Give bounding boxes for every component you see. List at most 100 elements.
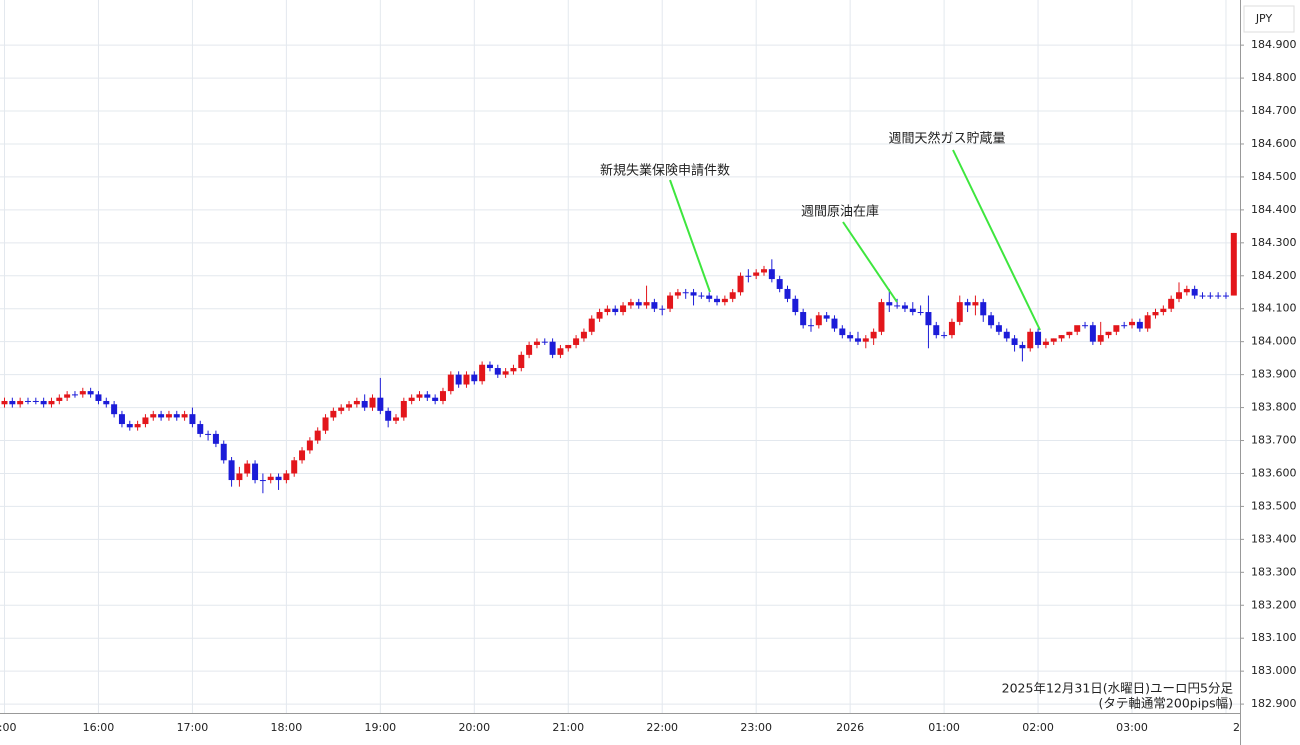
annotation-leader (669, 179, 711, 293)
candle-body (800, 312, 807, 326)
y-tick-label: 184.900 (1251, 38, 1297, 51)
candle-body (463, 374, 470, 385)
x-tick-label: 03:00 (1116, 721, 1148, 734)
candle-body (878, 302, 885, 332)
candle-body (306, 440, 313, 451)
candle-body (596, 312, 603, 319)
candle-body (580, 331, 587, 339)
candle-body (259, 480, 266, 482)
candle-body (1136, 321, 1143, 329)
candle-body (956, 302, 963, 322)
candle-body (165, 414, 172, 418)
candle-body (635, 302, 642, 306)
annotation-label: 新規失業保険申請件数 (600, 163, 730, 179)
candle-body (651, 302, 658, 309)
x-tick-label: :00 (0, 721, 17, 734)
candle-body (330, 410, 337, 418)
x-tick-label: 16:00 (83, 721, 115, 734)
candle-body (510, 368, 517, 372)
candle-body (267, 476, 274, 481)
x-tick-label: 18:00 (271, 721, 303, 734)
candle-body (322, 417, 329, 431)
candle-body (299, 450, 306, 461)
candle-body (1, 400, 8, 405)
candle-body (667, 295, 674, 309)
candle-body (424, 394, 431, 398)
candle-body (761, 269, 768, 273)
x-tick-label: 01:00 (928, 721, 960, 734)
y-tick-label: 183.800 (1251, 401, 1297, 414)
candle-body (244, 463, 251, 474)
candle-body (541, 341, 548, 343)
candle-body (518, 354, 525, 369)
candle-body (1199, 295, 1206, 297)
y-tick-label: 184.100 (1251, 302, 1297, 315)
candle-body (71, 394, 78, 396)
candle-body (1160, 308, 1167, 313)
candle-body (275, 476, 282, 481)
candle-body (291, 460, 298, 474)
chart-note: 2025年12月31日(水曜日)ユーロ円5分足 (1002, 681, 1234, 696)
candle-body (1152, 312, 1159, 316)
y-tick-label: 182.900 (1251, 697, 1297, 710)
x-tick-label: 2 (1233, 721, 1240, 734)
y-tick-label: 183.900 (1251, 368, 1297, 381)
candle-body (56, 397, 63, 401)
candle-body (48, 400, 55, 405)
x-tick-label: 2026 (836, 721, 864, 734)
candle-body (753, 272, 760, 276)
candle-body (346, 404, 353, 408)
candle-body (980, 302, 987, 316)
candle-body (1050, 338, 1057, 342)
candle-body (862, 338, 869, 342)
chart-note: (タテ軸通常200pips幅) (1099, 696, 1233, 711)
candle-body (1066, 331, 1073, 336)
candle-body (158, 414, 165, 418)
candle-body (909, 308, 916, 313)
candle-body (228, 460, 235, 481)
candle-body (353, 400, 360, 405)
candle-body (111, 404, 118, 415)
candle-body (706, 295, 713, 299)
candle-body (479, 364, 486, 382)
currency-box (1243, 5, 1295, 33)
candle-body (620, 305, 627, 313)
candle-body (854, 338, 861, 342)
candle-body (142, 417, 149, 425)
candle-body (1113, 325, 1120, 332)
candle-body (283, 473, 290, 481)
candle-body (941, 335, 948, 337)
x-tick-label: 20:00 (458, 721, 490, 734)
candle-body (455, 374, 462, 385)
candle-body (1207, 295, 1214, 297)
candle-body (1082, 325, 1089, 327)
y-tick-label: 183.400 (1251, 532, 1297, 545)
candle-body (432, 397, 439, 401)
y-tick-label: 183.000 (1251, 664, 1297, 677)
y-tick-label: 184.200 (1251, 269, 1297, 282)
annotation-label: 週間天然ガス貯蔵量 (888, 131, 1005, 147)
y-tick-label: 184.500 (1251, 170, 1297, 183)
y-tick-label: 184.700 (1251, 104, 1297, 117)
candle-body (1183, 288, 1190, 293)
y-tick-label: 184.800 (1251, 71, 1297, 84)
candle-body (1058, 335, 1065, 339)
candle-body (40, 400, 47, 405)
candle-body (807, 325, 814, 327)
candle-body (1003, 331, 1010, 339)
candle-body (64, 394, 71, 398)
candle-body (1089, 325, 1096, 342)
candle-body (901, 305, 908, 309)
x-tick-label: 02:00 (1022, 721, 1054, 734)
candle-body (674, 292, 681, 296)
candle-body (745, 275, 752, 277)
candle-body (526, 344, 533, 355)
candle-body (118, 414, 125, 425)
candle-body (87, 391, 94, 395)
y-tick-label: 183.200 (1251, 598, 1297, 611)
candle-body (565, 344, 572, 349)
candle-body (784, 288, 791, 299)
annotation-label: 週間原油在庫 (801, 205, 879, 220)
